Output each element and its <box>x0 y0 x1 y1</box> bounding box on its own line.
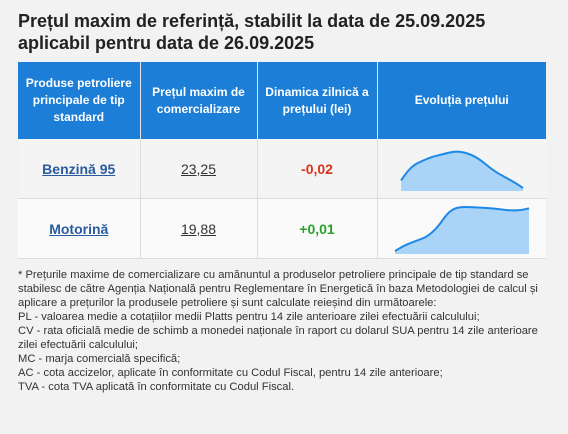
column-header-trend: Evoluția prețului <box>377 62 546 139</box>
footnote-pl: PL - valoarea medie a cotațiilor medii P… <box>18 311 480 323</box>
footnote-mc: MC - marja comercială specifică; <box>18 353 181 365</box>
footnote-tva: TVA - cota TVA aplicată în conformitate … <box>18 381 295 393</box>
footnote-intro: * Prețurile maxime de comercializare cu … <box>18 269 538 309</box>
table-row-motorina: Motorină 19,88 +0,01 <box>18 198 546 259</box>
price-value-motorina[interactable]: 19,88 <box>180 220 217 237</box>
price-change-benzina: -0,02 <box>301 160 333 177</box>
column-header-price: Prețul maxim de comercializare <box>140 62 258 139</box>
table-row-benzina: Benzină 95 23,25 -0,02 <box>18 139 546 199</box>
price-value-benzina[interactable]: 23,25 <box>180 160 217 177</box>
sparkline-line <box>399 150 524 189</box>
sparkline-area <box>394 206 529 254</box>
sparkline-benzina <box>399 150 524 191</box>
table-header-row: Produse petroliere principale de tip sta… <box>18 62 546 139</box>
product-link-motorina[interactable]: Motorină <box>49 220 109 237</box>
sparkline-line <box>394 205 529 252</box>
product-link-benzina[interactable]: Benzină 95 <box>42 160 116 177</box>
column-header-change: Dinamica zilnică a prețului (lei) <box>257 62 378 139</box>
price-change-motorina: +0,01 <box>299 220 335 237</box>
footnote-ac: AC - cota accizelor, aplicate în conform… <box>18 367 443 379</box>
price-table: Produse petroliere principale de tip sta… <box>18 62 546 259</box>
footnotes: * Prețurile maxime de comercializare cu … <box>18 268 548 394</box>
page-title: Prețul maxim de referință, stabilit la d… <box>18 11 486 53</box>
footnote-cv: CV - rata oficială medie de schimb a mon… <box>18 325 538 351</box>
column-header-product: Produse petroliere principale de tip sta… <box>18 62 141 139</box>
sparkline-motorina <box>394 205 529 254</box>
sparkline-area <box>400 151 523 191</box>
